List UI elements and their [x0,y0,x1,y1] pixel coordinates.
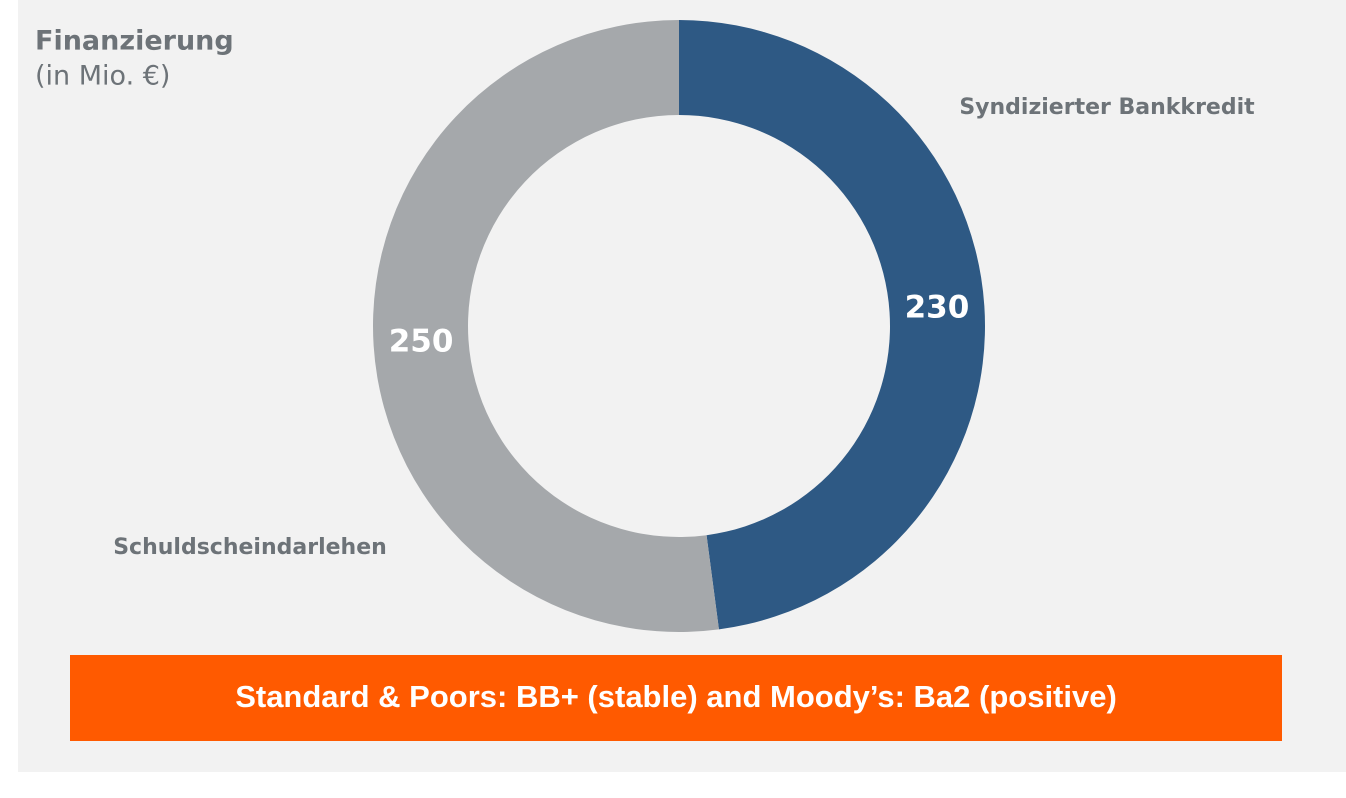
category-label: Syndizierter Bankkredit [959,95,1255,120]
pie-slice [373,20,719,632]
annotation-box [70,655,1282,741]
data-label: 230 [905,290,970,326]
chart-subtitle: (in Mio. €) [35,61,170,92]
pie-slice [679,20,986,630]
category-label: Schuldscheindarlehen [113,535,387,560]
chart-title: Finanzierung [35,26,234,57]
annotation: Standard & Poors: BB+ (stable) and Moody… [235,679,1117,714]
panel-background [18,0,1346,772]
data-label: 250 [389,323,454,359]
